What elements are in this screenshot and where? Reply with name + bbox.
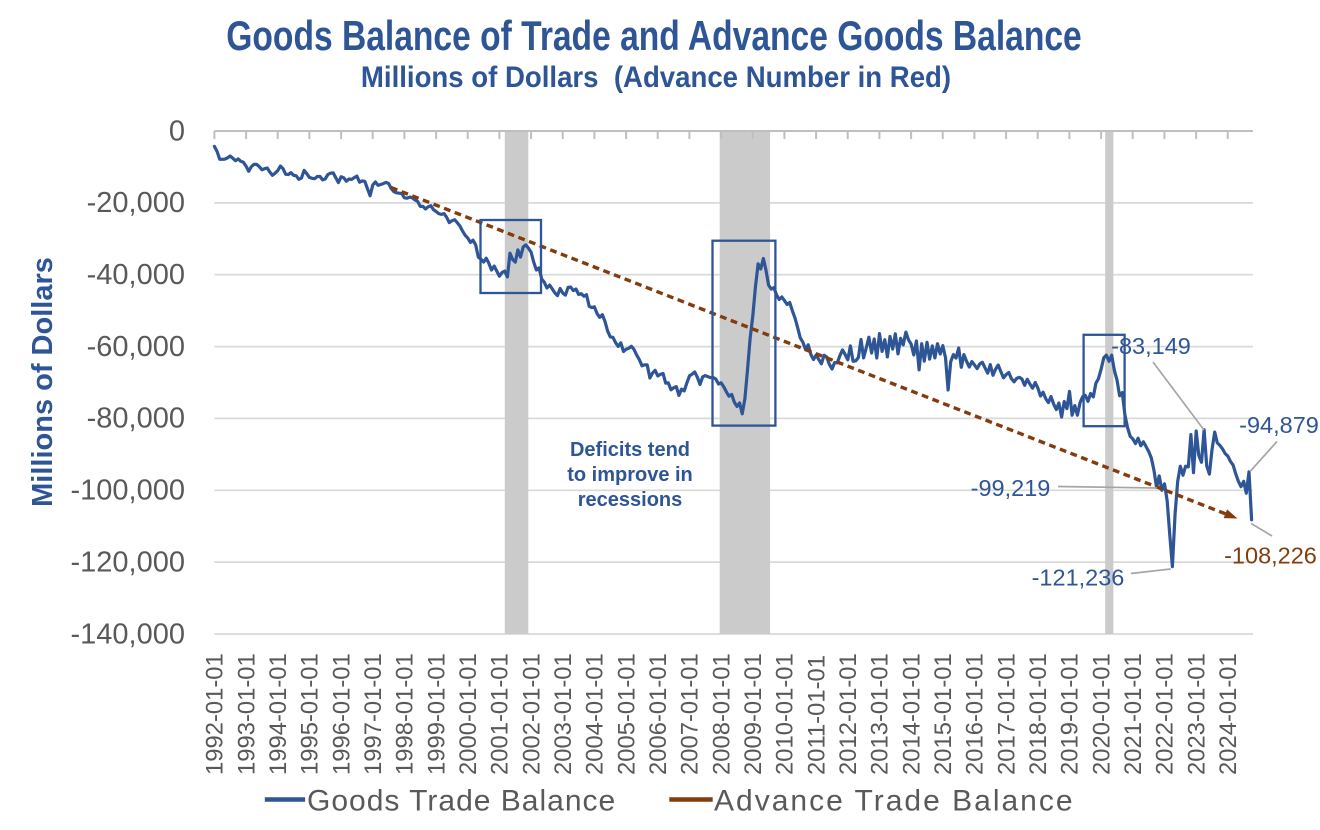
svg-text:-40,000: -40,000 <box>87 259 185 291</box>
svg-text:2016-01-01: 2016-01-01 <box>962 653 989 775</box>
svg-text:2001-01-01: 2001-01-01 <box>487 653 514 775</box>
svg-text:-100,000: -100,000 <box>71 475 186 507</box>
svg-text:2010-01-01: 2010-01-01 <box>772 653 799 775</box>
svg-text:2014-01-01: 2014-01-01 <box>898 653 925 775</box>
svg-text:1995-01-01: 1995-01-01 <box>297 653 324 775</box>
svg-text:Goods Balance of Trade and Adv: Goods Balance of Trade and Advance Goods… <box>226 14 1081 60</box>
svg-text:2004-01-01: 2004-01-01 <box>582 653 609 775</box>
svg-text:2019-01-01: 2019-01-01 <box>1057 653 1084 775</box>
svg-text:-140,000: -140,000 <box>71 618 186 650</box>
svg-text:recessions: recessions <box>578 489 683 511</box>
svg-text:-80,000: -80,000 <box>87 403 185 435</box>
svg-text:2000-01-01: 2000-01-01 <box>455 653 482 775</box>
svg-text:2021-01-01: 2021-01-01 <box>1120 653 1147 775</box>
svg-text:-108,226: -108,226 <box>1224 543 1317 569</box>
svg-text:-83,149: -83,149 <box>1111 333 1191 359</box>
svg-text:2018-01-01: 2018-01-01 <box>1025 653 1052 775</box>
svg-text:2006-01-01: 2006-01-01 <box>645 653 672 775</box>
svg-text:Goods Trade Balance: Goods Trade Balance <box>307 785 616 818</box>
svg-text:-120,000: -120,000 <box>71 546 186 578</box>
svg-text:2005-01-01: 2005-01-01 <box>613 653 640 775</box>
svg-text:2024-01-01: 2024-01-01 <box>1215 653 1242 775</box>
svg-text:2017-01-01: 2017-01-01 <box>993 653 1020 775</box>
svg-text:2013-01-01: 2013-01-01 <box>867 653 894 775</box>
svg-text:Millions of Dollars: Millions of Dollars <box>27 257 59 507</box>
svg-text:-20,000: -20,000 <box>87 187 185 219</box>
svg-text:1992-01-01: 1992-01-01 <box>202 653 229 775</box>
svg-text:1993-01-01: 1993-01-01 <box>233 653 260 775</box>
svg-text:-60,000: -60,000 <box>87 331 185 363</box>
svg-text:1999-01-01: 1999-01-01 <box>423 653 450 775</box>
svg-text:-99,219: -99,219 <box>971 475 1051 501</box>
svg-text:-121,236: -121,236 <box>1032 565 1125 591</box>
svg-text:to improve in: to improve in <box>567 464 693 486</box>
svg-text:2009-01-01: 2009-01-01 <box>740 653 767 775</box>
svg-text:1998-01-01: 1998-01-01 <box>392 653 419 775</box>
svg-text:Millions of Dollars (Advance: Millions of Dollars (Advance Number in R… <box>361 61 951 94</box>
svg-text:1994-01-01: 1994-01-01 <box>265 653 292 775</box>
svg-text:1997-01-01: 1997-01-01 <box>360 653 387 775</box>
svg-text:2015-01-01: 2015-01-01 <box>930 653 957 775</box>
svg-text:Deficits tend: Deficits tend <box>570 439 690 461</box>
svg-text:1996-01-01: 1996-01-01 <box>328 653 355 775</box>
svg-text:2008-01-01: 2008-01-01 <box>708 653 735 775</box>
svg-text:2003-01-01: 2003-01-01 <box>550 653 577 775</box>
svg-text:2020-01-01: 2020-01-01 <box>1088 653 1115 775</box>
svg-text:2007-01-01: 2007-01-01 <box>677 653 704 775</box>
svg-text:2002-01-01: 2002-01-01 <box>518 653 545 775</box>
svg-text:2011-01-01: 2011-01-01 <box>803 655 830 775</box>
svg-text:0: 0 <box>169 115 185 147</box>
svg-text:2012-01-01: 2012-01-01 <box>835 653 862 775</box>
svg-text:Advance Trade Balance: Advance Trade Balance <box>714 785 1075 818</box>
svg-text:2023-01-01: 2023-01-01 <box>1183 653 1210 775</box>
svg-text:2022-01-01: 2022-01-01 <box>1152 653 1179 775</box>
svg-text:-94,879: -94,879 <box>1239 412 1319 438</box>
